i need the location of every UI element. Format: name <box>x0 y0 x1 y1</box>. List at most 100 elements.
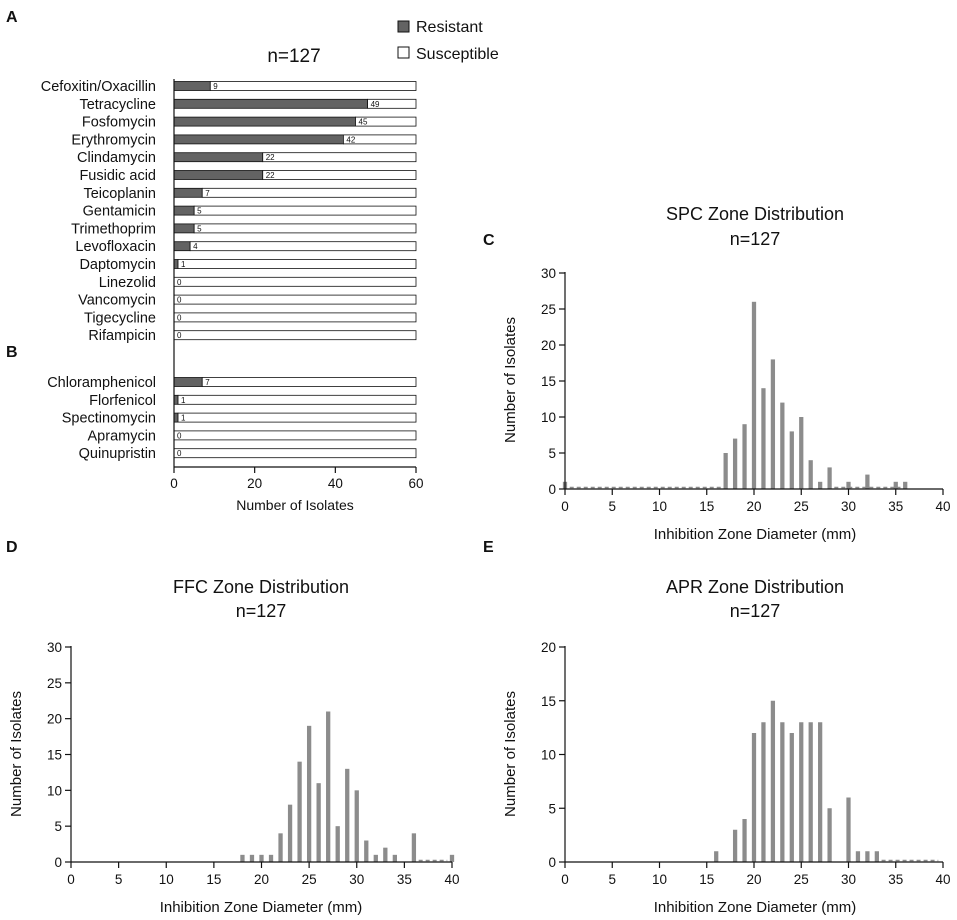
bar-resistant <box>173 412 179 423</box>
panel-label-e: E <box>483 539 494 556</box>
histogram-bar <box>287 804 293 862</box>
data-label: 4 <box>193 242 198 251</box>
histogram-bar <box>268 854 274 862</box>
x-tick-label: 35 <box>888 872 903 887</box>
bar-resistant <box>173 98 369 109</box>
bar-susceptible <box>173 312 417 323</box>
data-label: 0 <box>177 331 182 340</box>
histogram-bar <box>780 722 785 862</box>
histogram-bar <box>383 847 388 862</box>
drug-label: Levofloxacin <box>75 239 156 255</box>
histogram-bar <box>742 819 747 862</box>
x-tick-label: 25 <box>794 499 809 514</box>
histogram-bar <box>780 402 785 489</box>
ffc-histogram: FFC Zone Distribution n=127 Number of Is… <box>8 577 460 916</box>
drug-label: Gentamicin <box>83 204 156 220</box>
bar-resistant <box>173 152 264 163</box>
histogram-bar <box>373 854 378 862</box>
histogram-bar <box>249 854 255 862</box>
legend-swatch-resistant <box>397 20 410 33</box>
x-tick-label: 20 <box>746 872 761 887</box>
y-tick-label: 15 <box>541 694 556 709</box>
y-tick-label: 15 <box>541 374 556 389</box>
x-tick-label: 0 <box>561 872 569 887</box>
histogram-bar <box>903 481 908 489</box>
y-tick-label: 5 <box>548 801 556 816</box>
data-label: 1 <box>181 414 186 423</box>
drug-label: Teicoplanin <box>83 186 156 202</box>
bar-susceptible <box>193 205 417 216</box>
histogram-bar <box>411 833 417 862</box>
panel-label-a: A <box>6 9 18 26</box>
data-label: 0 <box>177 313 182 322</box>
antibiotic-resistance-chart: n=127 Resistant Susceptible Cefoxitin/Ox… <box>41 19 499 513</box>
x-tick-label: 5 <box>608 499 616 514</box>
histogram-bar <box>751 733 757 862</box>
drug-label: Tigecycline <box>84 310 156 326</box>
x-tick-label: 0 <box>561 499 569 514</box>
x-tick-label: 20 <box>746 499 761 514</box>
y-tick-label: 5 <box>548 446 556 461</box>
histogram-bar <box>761 722 766 862</box>
drug-label: Apramycin <box>88 428 157 444</box>
data-label: 22 <box>266 171 275 180</box>
bar-susceptible <box>193 223 417 234</box>
histogram-bar <box>865 851 870 862</box>
histogram-bar <box>789 733 794 862</box>
panel-label-c: C <box>483 232 495 249</box>
bar-susceptible <box>209 81 417 91</box>
bar-susceptible <box>177 259 417 269</box>
chart-e-ylabel: Number of Isolates <box>502 691 519 817</box>
bar-susceptible <box>201 377 417 387</box>
histogram-bar <box>893 481 898 489</box>
histogram-bar <box>364 840 369 862</box>
data-label: 42 <box>346 135 355 144</box>
bar-susceptible <box>342 134 417 145</box>
data-label: 5 <box>197 207 202 216</box>
data-label: 0 <box>177 431 182 440</box>
histogram-bar <box>818 481 823 489</box>
bar-resistant <box>173 394 179 405</box>
bar-resistant <box>173 134 344 145</box>
histogram-bar <box>732 829 738 862</box>
bar-resistant <box>173 205 195 216</box>
histogram-bar <box>874 851 879 862</box>
data-label: 22 <box>266 153 275 162</box>
histogram-bar <box>827 467 832 489</box>
bar-susceptible <box>355 116 417 127</box>
x-tick-label: 40 <box>444 872 459 887</box>
drug-label: Fosfomycin <box>82 115 156 131</box>
histogram-bar <box>723 453 728 489</box>
chart-d-title: FFC Zone Distribution <box>173 577 349 597</box>
x-tick-label: 15 <box>699 872 714 887</box>
chart-e-subtitle: n=127 <box>730 601 781 621</box>
data-label: 1 <box>181 260 186 269</box>
bar-susceptible <box>173 430 417 441</box>
histogram-bar <box>714 851 719 862</box>
data-label: 1 <box>181 396 186 405</box>
histogram-bar <box>808 722 813 862</box>
histogram-bar <box>855 851 861 862</box>
histogram-bar <box>789 431 794 489</box>
panel-label-d: D <box>6 539 18 556</box>
chart-ab-subtitle: n=127 <box>267 46 320 67</box>
bar-resistant <box>173 170 264 180</box>
x-tick-label: 5 <box>608 872 616 887</box>
x-tick-label: 40 <box>935 499 950 514</box>
histogram-bar <box>449 854 455 862</box>
x-tick-label: 10 <box>652 499 667 514</box>
y-tick-label: 10 <box>47 783 62 798</box>
data-label: 5 <box>197 224 202 233</box>
y-tick-label: 15 <box>47 748 62 763</box>
histogram-bar <box>316 783 321 862</box>
x-tick-label: 0 <box>67 872 75 887</box>
y-tick-label: 20 <box>541 640 556 655</box>
x-tick-label: 25 <box>302 872 317 887</box>
data-label: 9 <box>213 82 218 91</box>
y-tick-label: 30 <box>47 640 62 655</box>
data-label: 7 <box>205 189 210 198</box>
y-tick-label: 0 <box>548 482 556 497</box>
data-label: 7 <box>205 378 210 387</box>
histogram-bar <box>259 854 264 862</box>
chart-d-ylabel: Number of Isolates <box>8 691 25 817</box>
